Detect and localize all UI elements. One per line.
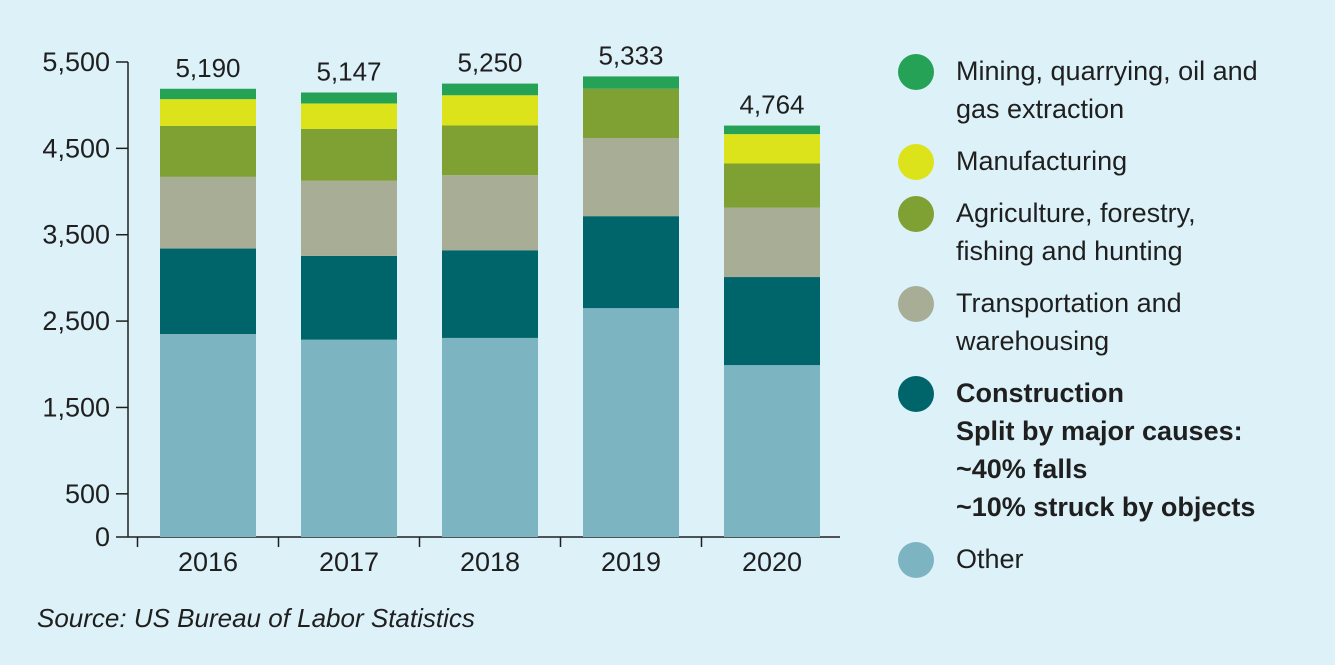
legend-swatch [898,376,934,412]
legend-label: Other [956,544,1024,574]
bar-segment [301,180,397,256]
bar-segment [442,175,538,251]
bar-segment [301,339,397,537]
bar-segment [160,88,256,100]
y-tick-label: 500 [65,479,110,509]
legend-label: Transportation and [956,288,1182,318]
bar-total-label: 5,147 [316,56,381,86]
source-note: Source: US Bureau of Labor Statistics [37,603,475,633]
legend-swatch [898,286,934,322]
bar-segment [724,134,820,164]
legend-label: gas extraction [956,94,1125,124]
bar-segment [160,334,256,537]
bar-segment [724,125,820,135]
legend-item: Construction Split by major causes: ~40% f… [898,374,1328,526]
legend-swatch [898,542,934,578]
legend-item: Mining, quarrying, oil and gas extraction [898,52,1328,128]
stacked-bar-chart: 5,500 4,500 3,500 2,500 1,500 500 0 5,190 2016 5,… [42,40,840,577]
bar-segment [442,337,538,537]
bar-segment [442,83,538,96]
legend-label: warehousing [956,326,1110,356]
legend-label: Split by major causes: [956,416,1243,446]
bar-segment [160,125,256,177]
bar-segment [301,92,397,104]
bar-segment [724,365,820,537]
bar-total-label: 5,333 [598,40,663,70]
legend-item: Transportation and warehousing [898,284,1328,360]
legend-item: Agriculture, forestry, fishing and huntin… [898,194,1328,270]
legend-item: Other [898,540,1328,578]
legend-label: Construction [956,378,1124,408]
y-tick-label: 1,500 [42,392,110,422]
x-tick-label: 2019 [601,547,661,577]
bar-segment [301,128,397,181]
legend-swatch [898,54,934,90]
bar-segment [583,88,679,138]
bar-segment [724,163,820,208]
x-tick-label: 2016 [178,547,238,577]
bar-segment [301,255,397,340]
bar-total-label: 4,764 [739,90,804,120]
bar-segment [583,138,679,217]
legend-item: Manufacturing [898,142,1328,180]
legend-label: Manufacturing [956,146,1128,176]
x-tick-label: 2020 [742,547,802,577]
y-tick-label: 3,500 [42,220,110,250]
bar-segment [160,99,256,126]
bar-segment [442,95,538,126]
bar-segment [301,103,397,129]
bar-segment [724,277,820,366]
y-tick-label: 2,500 [42,306,110,336]
x-tick-label: 2017 [319,547,379,577]
bar-total-label: 5,190 [175,53,240,83]
legend-label: ~10% struck by objects [956,492,1256,522]
x-tick-label: 2018 [460,547,520,577]
y-tick-label: 5,500 [42,47,110,77]
bar-segment [442,250,538,338]
bar-segment [160,176,256,249]
legend-label: Agriculture, forestry, [956,198,1196,228]
y-tick-label: 4,500 [42,133,110,163]
bar-segment [583,308,679,537]
y-tick-label: 0 [95,522,110,552]
legend-label: ~40% falls [956,454,1088,484]
legend-swatch [898,196,934,232]
bar-segment [724,207,820,278]
legend-swatch [898,144,934,180]
chart-legend: Mining, quarrying, oil and gas extraction… [898,52,1328,592]
bar-segment [583,76,679,89]
bar-total-label: 5,250 [457,48,522,78]
bar-segment [160,248,256,335]
bar-segment [442,125,538,176]
bar-segment [583,216,679,309]
legend-label: Mining, quarrying, oil and [956,56,1258,86]
legend-label: fishing and hunting [956,236,1183,266]
